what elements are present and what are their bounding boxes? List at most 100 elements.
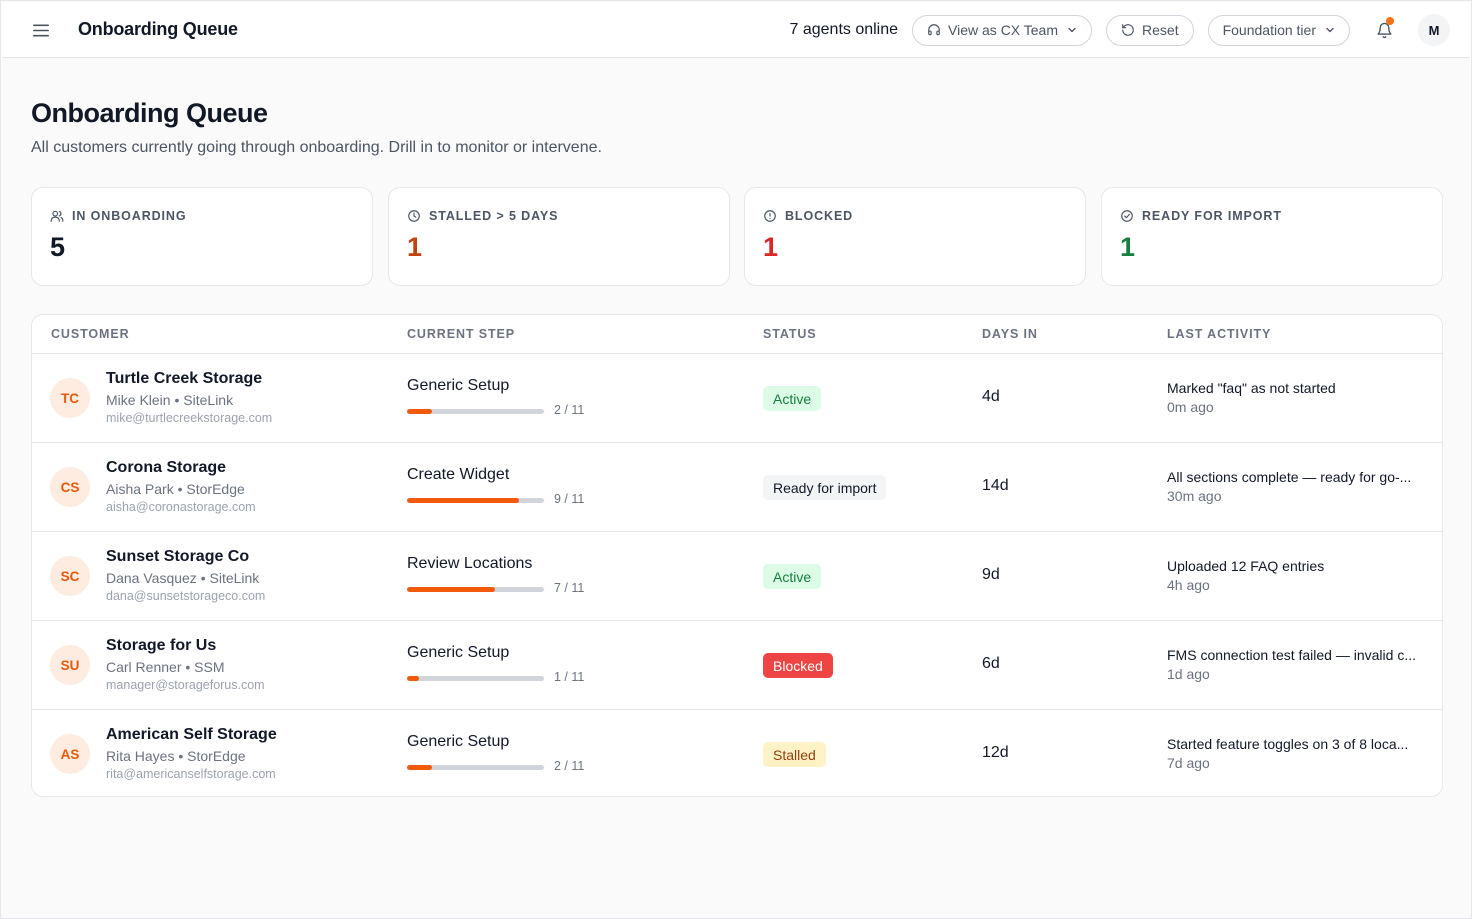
customer-name[interactable]: Corona Storage (106, 459, 227, 476)
step-progress-bar (407, 498, 544, 503)
reset-label: Reset (1142, 22, 1179, 38)
stat-value: 1 (407, 232, 423, 262)
users-icon (50, 209, 64, 223)
current-step: Generic Setup (407, 377, 510, 394)
step-progress-bar (407, 765, 544, 770)
rotate-ccw-icon (1121, 23, 1135, 37)
customer-avatar: SU (50, 645, 90, 685)
column-header-days-in[interactable]: DAYS IN (982, 327, 1038, 341)
status-badge: Active (763, 386, 822, 411)
last-activity-time: 0m ago (1167, 399, 1214, 415)
customer-name[interactable]: American Self Storage (106, 726, 277, 743)
stat-card-in-onboarding[interactable]: IN ONBOARDING 5 (31, 187, 373, 286)
status-badge: Stalled (763, 742, 826, 767)
check-circle-icon (1120, 209, 1134, 223)
last-activity-time: 30m ago (1167, 488, 1222, 504)
last-activity-text: Started feature toggles on 3 of 8 loca..… (1167, 736, 1409, 752)
tier-label: Foundation tier (1222, 22, 1316, 38)
last-activity-text: Uploaded 12 FAQ entries (1167, 558, 1325, 574)
customer-name[interactable]: Sunset Storage Co (106, 548, 250, 565)
chevron-down-icon (1325, 25, 1335, 35)
column-header-customer[interactable]: CUSTOMER (51, 327, 130, 341)
current-step: Create Widget (407, 466, 510, 483)
notifications-button[interactable] (1368, 14, 1400, 46)
step-progress-bar (407, 676, 544, 681)
stat-card-blocked[interactable]: BLOCKED 1 (744, 187, 1086, 286)
customer-contact: Dana Vasquez (106, 570, 197, 586)
last-activity-time: 4h ago (1167, 577, 1210, 593)
step-progress-bar (407, 587, 544, 592)
agents-online-count: 7 agents online (789, 21, 899, 38)
topbar-actions: 7 agents online View as CX Team (789, 14, 1450, 46)
table-row[interactable]: AS American Self Storage Rita Hayes • St… (32, 710, 1442, 796)
table-header: CUSTOMER CURRENT STEP STATUS DAYS IN LAS… (32, 315, 1442, 354)
hamburger-menu-icon[interactable] (30, 18, 52, 42)
view-as-label: View as CX Team (948, 22, 1059, 38)
customer-contact: Mike Klein (106, 392, 171, 408)
customer-avatar: CS (50, 467, 90, 507)
table-row[interactable]: SU Storage for Us Carl Renner • SSM mana… (32, 621, 1442, 710)
stat-value: 5 (50, 232, 66, 262)
current-step: Generic Setup (407, 644, 510, 661)
status-badge: Active (763, 564, 822, 589)
customer-name[interactable]: Turtle Creek Storage (106, 370, 263, 387)
customer-contact: Aisha Park (106, 481, 174, 497)
days-in: 4d (982, 388, 1000, 405)
step-progress-fill (407, 676, 420, 681)
last-activity-text: Marked "faq" as not started (1167, 380, 1336, 396)
stat-label: READY FOR IMPORT (1142, 209, 1282, 223)
headset-icon (927, 23, 941, 37)
page-title: Onboarding Queue (31, 98, 268, 128)
user-avatar[interactable]: M (1418, 14, 1450, 46)
status-badge: Ready for import (763, 475, 887, 500)
stat-value: 1 (1120, 232, 1136, 262)
alert-circle-icon (763, 209, 777, 223)
notification-dot (1386, 17, 1394, 25)
table-row[interactable]: TC Turtle Creek Storage Mike Klein • Sit… (32, 354, 1442, 443)
column-header-last-activity[interactable]: LAST ACTIVITY (1167, 327, 1272, 341)
current-step: Generic Setup (407, 733, 510, 750)
step-count: 7 / 11 (554, 581, 585, 595)
last-activity-text: FMS connection test failed — invalid c..… (1167, 647, 1416, 663)
tier-dropdown[interactable]: Foundation tier (1207, 14, 1350, 46)
customer-contact: Carl Renner (106, 659, 182, 675)
customer-platform: StorEdge (186, 481, 245, 497)
step-count: 2 / 11 (554, 759, 585, 773)
clock-icon (407, 209, 421, 223)
status-badge: Blocked (763, 653, 833, 678)
column-header-status[interactable]: STATUS (763, 327, 817, 341)
customer-platform: SiteLink (183, 392, 234, 408)
customer-contact-line: Carl Renner • SSM (106, 659, 225, 675)
table-row[interactable]: CS Corona Storage Aisha Park • StorEdge … (32, 443, 1442, 532)
customer-contact-line: Mike Klein • SiteLink (106, 392, 234, 408)
customer-email: aisha@coronastorage.com (106, 500, 256, 514)
table-row[interactable]: SC Sunset Storage Co Dana Vasquez • Site… (32, 532, 1442, 621)
stat-label: BLOCKED (785, 209, 854, 223)
customer-email: mike@turtlecreekstorage.com (106, 411, 273, 425)
column-header-current-step[interactable]: CURRENT STEP (407, 327, 516, 341)
view-as-dropdown[interactable]: View as CX Team (912, 14, 1093, 46)
step-progress-bar (407, 409, 544, 414)
stat-card-ready-for-import[interactable]: READY FOR IMPORT 1 (1101, 187, 1443, 286)
customer-avatar: TC (50, 378, 90, 418)
onboarding-table: CUSTOMER CURRENT STEP STATUS DAYS IN LAS… (31, 314, 1443, 797)
customer-email: dana@sunsetstorageco.com (106, 589, 266, 603)
days-in: 12d (982, 744, 1009, 761)
last-activity-time: 1d ago (1167, 666, 1210, 682)
step-count: 1 / 11 (554, 670, 585, 684)
customer-contact-line: Aisha Park • StorEdge (106, 481, 245, 497)
step-count: 2 / 11 (554, 403, 585, 417)
customer-contact: Rita Hayes (106, 748, 175, 764)
days-in: 6d (982, 655, 1000, 672)
app-title: Onboarding Queue (78, 19, 238, 39)
bell-icon (1376, 22, 1393, 39)
customer-email: rita@americanselfstorage.com (106, 767, 276, 781)
last-activity-text: All sections complete — ready for go-... (1167, 469, 1412, 485)
customer-name[interactable]: Storage for Us (106, 637, 217, 654)
stat-value: 1 (763, 232, 779, 262)
stat-card-stalled[interactable]: STALLED > 5 DAYS 1 (388, 187, 730, 286)
chevron-down-icon (1067, 25, 1077, 35)
stat-label: IN ONBOARDING (72, 209, 187, 223)
reset-button[interactable]: Reset (1106, 14, 1194, 46)
step-progress-fill (407, 498, 520, 503)
